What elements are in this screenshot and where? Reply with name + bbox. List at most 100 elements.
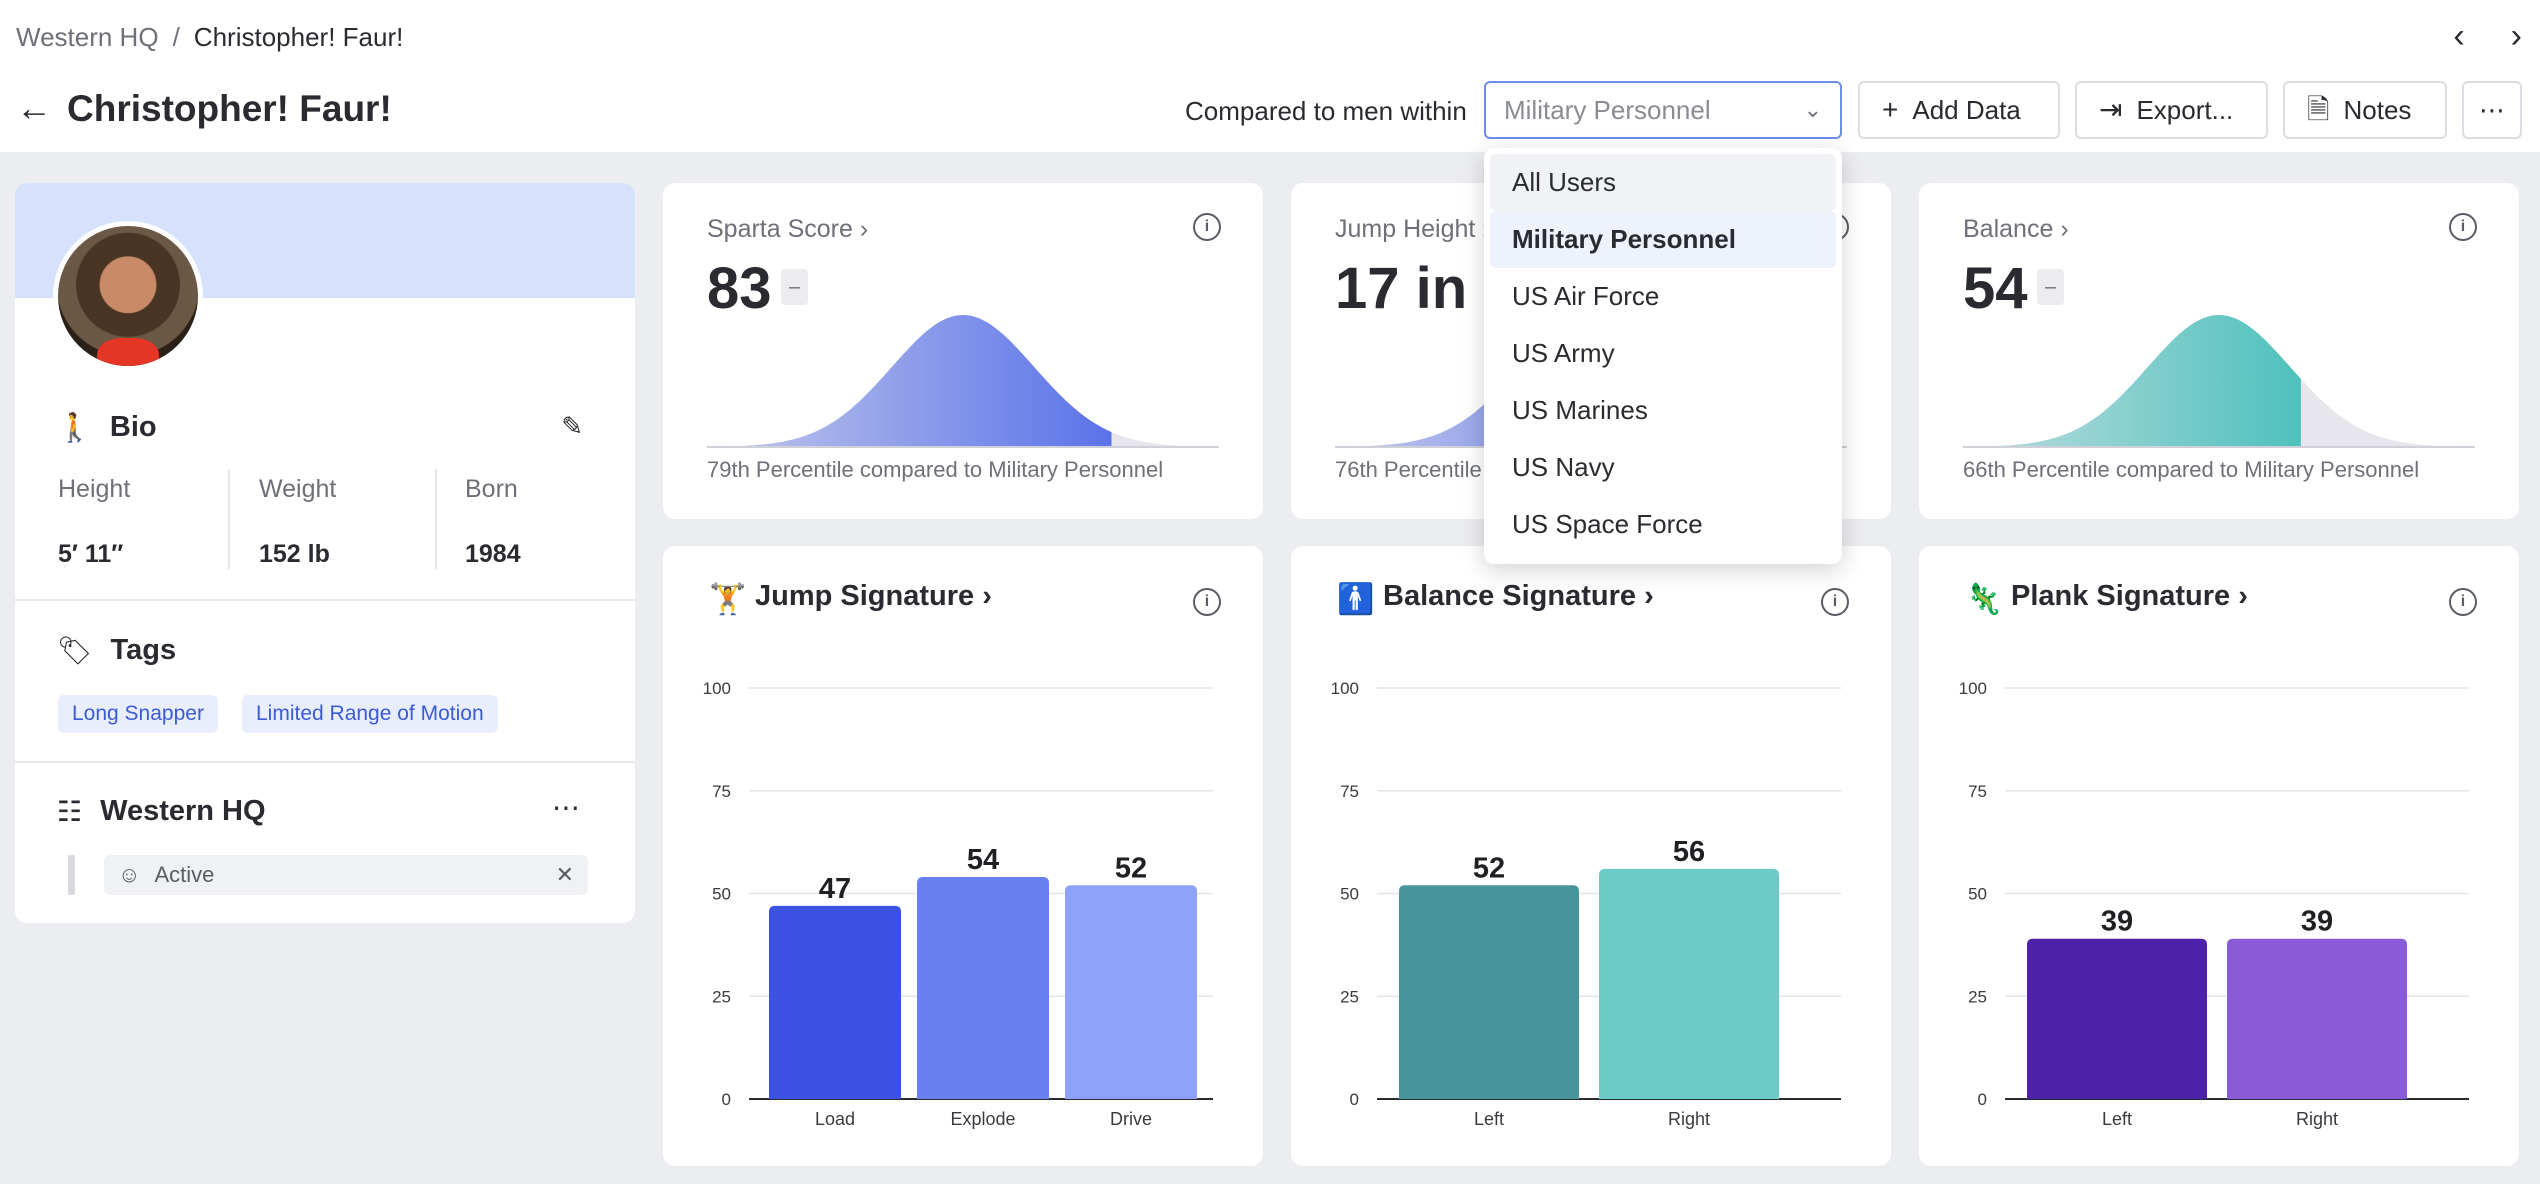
pencil-icon[interactable]: ✎	[561, 411, 583, 441]
bar[interactable]	[2027, 938, 2207, 1099]
person-icon: 🚶	[57, 412, 92, 443]
bar[interactable]	[769, 905, 901, 1099]
population-select-value: Military Personnel	[1504, 94, 1711, 125]
x-tick-label: Left	[2102, 1109, 2132, 1129]
chevron-left-icon[interactable]: ‹	[2453, 17, 2465, 55]
metric-value: 54	[1963, 256, 2028, 321]
metric-percentile-caption: 79th Percentile compared to Military Per…	[707, 457, 1164, 482]
more-button[interactable]: ⋯	[2462, 81, 2522, 139]
balance-figure-icon: 🚹	[1337, 583, 1375, 616]
y-tick-label: 50	[712, 885, 731, 904]
chevron-right-icon[interactable]: ›	[2510, 17, 2522, 55]
status-indicator	[68, 855, 75, 895]
org-chart-icon: ☷	[57, 796, 83, 827]
y-tick-label: 0	[1350, 1090, 1359, 1109]
tag-long-snapper[interactable]: Long Snapper	[58, 695, 218, 733]
y-tick-label: 100	[1331, 679, 1359, 698]
bar-value-label: 52	[1473, 852, 1505, 884]
dropdown-option[interactable]: US Marines	[1512, 395, 1648, 425]
tags-section-title: 🏷 Tags	[57, 634, 176, 667]
bar[interactable]	[1065, 885, 1197, 1099]
bar[interactable]	[1599, 868, 1779, 1099]
x-tick-label: Right	[2296, 1109, 2338, 1129]
export-button[interactable]: ⇥ Export...	[2075, 81, 2268, 139]
chevron-right-icon: ›	[859, 215, 869, 243]
chevron-right-icon: ›	[2238, 580, 2248, 612]
tags-title: Tags	[110, 634, 177, 666]
notes-button[interactable]: 🗎 Notes	[2283, 81, 2447, 139]
divider	[228, 469, 230, 569]
dropdown-option[interactable]: US Army	[1512, 338, 1615, 368]
metric-card[interactable]: Balance › i 54– 66th Percentile compared to…	[1919, 183, 2519, 519]
dropdown-option[interactable]: US Navy	[1512, 452, 1615, 482]
tag-limited-range-of-motion[interactable]: Limited Range of Motion	[242, 695, 498, 733]
signature-title[interactable]: Plank Signature ›	[2011, 580, 2248, 613]
signature-title-text: Jump Signature	[755, 580, 975, 612]
bar-value-label: 56	[1673, 836, 1705, 868]
bio-height-value: 5′ 11″	[58, 540, 124, 568]
signature-card: 🚹 Balance Signature › i 0 25 50 75 100 52 Left 56 R…	[1291, 546, 1891, 1166]
bio-born-value: 1984	[465, 540, 521, 568]
dropdown-option[interactable]: US Air Force	[1512, 281, 1660, 311]
percentile-curve	[1963, 315, 2475, 448]
info-icon[interactable]: i	[2449, 588, 2477, 616]
y-tick-label: 25	[1340, 987, 1359, 1006]
metric-title-text: Balance	[1963, 215, 2054, 243]
signature-title[interactable]: Balance Signature ›	[1383, 580, 1654, 613]
signature-bar-chart: 0 25 50 75 100 39 Left 39 Right	[1959, 679, 2469, 1129]
dropdown-option[interactable]: Military Personnel	[1490, 211, 1836, 268]
bar-value-label: 39	[2301, 906, 2333, 938]
percentile-curve	[707, 315, 1219, 448]
metric-title[interactable]: Jump Height ›	[1335, 215, 1491, 244]
bar-value-label: 39	[2101, 906, 2133, 938]
info-icon[interactable]: i	[1821, 588, 1849, 616]
metric-card[interactable]: Sparta Score › i 83– 79th Percentile compar…	[663, 183, 1263, 519]
close-icon[interactable]: ✕	[555, 862, 574, 887]
y-tick-label: 0	[722, 1090, 731, 1109]
plank-figure-icon: 🦎	[1965, 583, 2003, 616]
bar[interactable]	[1399, 885, 1579, 1099]
x-tick-label: Left	[1474, 1109, 1504, 1129]
y-tick-label: 50	[1340, 885, 1359, 904]
export-icon: ⇥	[2099, 94, 2123, 125]
metric-value: 17 in	[1335, 256, 1468, 321]
y-tick-label: 100	[1959, 679, 1987, 698]
bio-section-title: 🚶 Bio	[57, 411, 157, 444]
add-data-label: Add Data	[1912, 94, 2021, 125]
profile-card: 🚶 Bio ✎ Height 5′ 11″ Weight 152 lb Born…	[15, 183, 635, 923]
status-label: Active	[154, 862, 215, 887]
x-tick-label: Load	[815, 1109, 855, 1129]
metric-value: 83	[707, 256, 772, 321]
bar[interactable]	[917, 877, 1049, 1099]
y-tick-label: 75	[712, 782, 731, 801]
signature-bar-chart: 0 25 50 75 100 47 Load 54 Explode 52 Drive	[703, 679, 1213, 1129]
metric-title[interactable]: Balance ›	[1963, 215, 2069, 244]
top-bar: Western HQ / Christopher! Faur! ‹ › ← Ch…	[0, 0, 2540, 152]
x-tick-label: Right	[1668, 1109, 1710, 1129]
y-tick-label: 25	[1968, 987, 1987, 1006]
y-tick-label: 75	[1968, 782, 1987, 801]
add-data-button[interactable]: + Add Data	[1858, 81, 2060, 139]
arrow-left-icon[interactable]: ←	[16, 87, 52, 128]
signature-title-text: Balance Signature	[1383, 580, 1637, 612]
signature-title[interactable]: Jump Signature ›	[755, 580, 992, 613]
signature-card: 🏋 Jump Signature › i 0 25 50 75 100 47 Load 54 Expl…	[663, 546, 1263, 1166]
metric-title[interactable]: Sparta Score ›	[707, 215, 868, 244]
bio-height-label: Height	[58, 475, 131, 503]
chevron-right-icon: ›	[1644, 580, 1654, 612]
chevron-right-icon: ›	[982, 580, 992, 612]
x-tick-label: Drive	[1110, 1109, 1152, 1129]
more-horizontal-icon[interactable]: ⋯	[552, 792, 581, 823]
metric-title-text: Sparta Score	[707, 215, 853, 243]
percentile-area	[707, 315, 1112, 447]
info-icon[interactable]: i	[2449, 213, 2477, 241]
info-icon[interactable]: i	[1193, 213, 1221, 241]
dropdown-option[interactable]: All Users	[1490, 154, 1836, 211]
population-select[interactable]: Military Personnel ⌄	[1484, 81, 1842, 139]
breadcrumb-parent[interactable]: Western HQ	[16, 22, 159, 52]
info-icon[interactable]: i	[1193, 588, 1221, 616]
metric-title-text: Jump Height	[1335, 215, 1476, 243]
divider	[15, 761, 635, 763]
dropdown-option[interactable]: US Space Force	[1512, 509, 1703, 539]
bar[interactable]	[2227, 938, 2407, 1099]
